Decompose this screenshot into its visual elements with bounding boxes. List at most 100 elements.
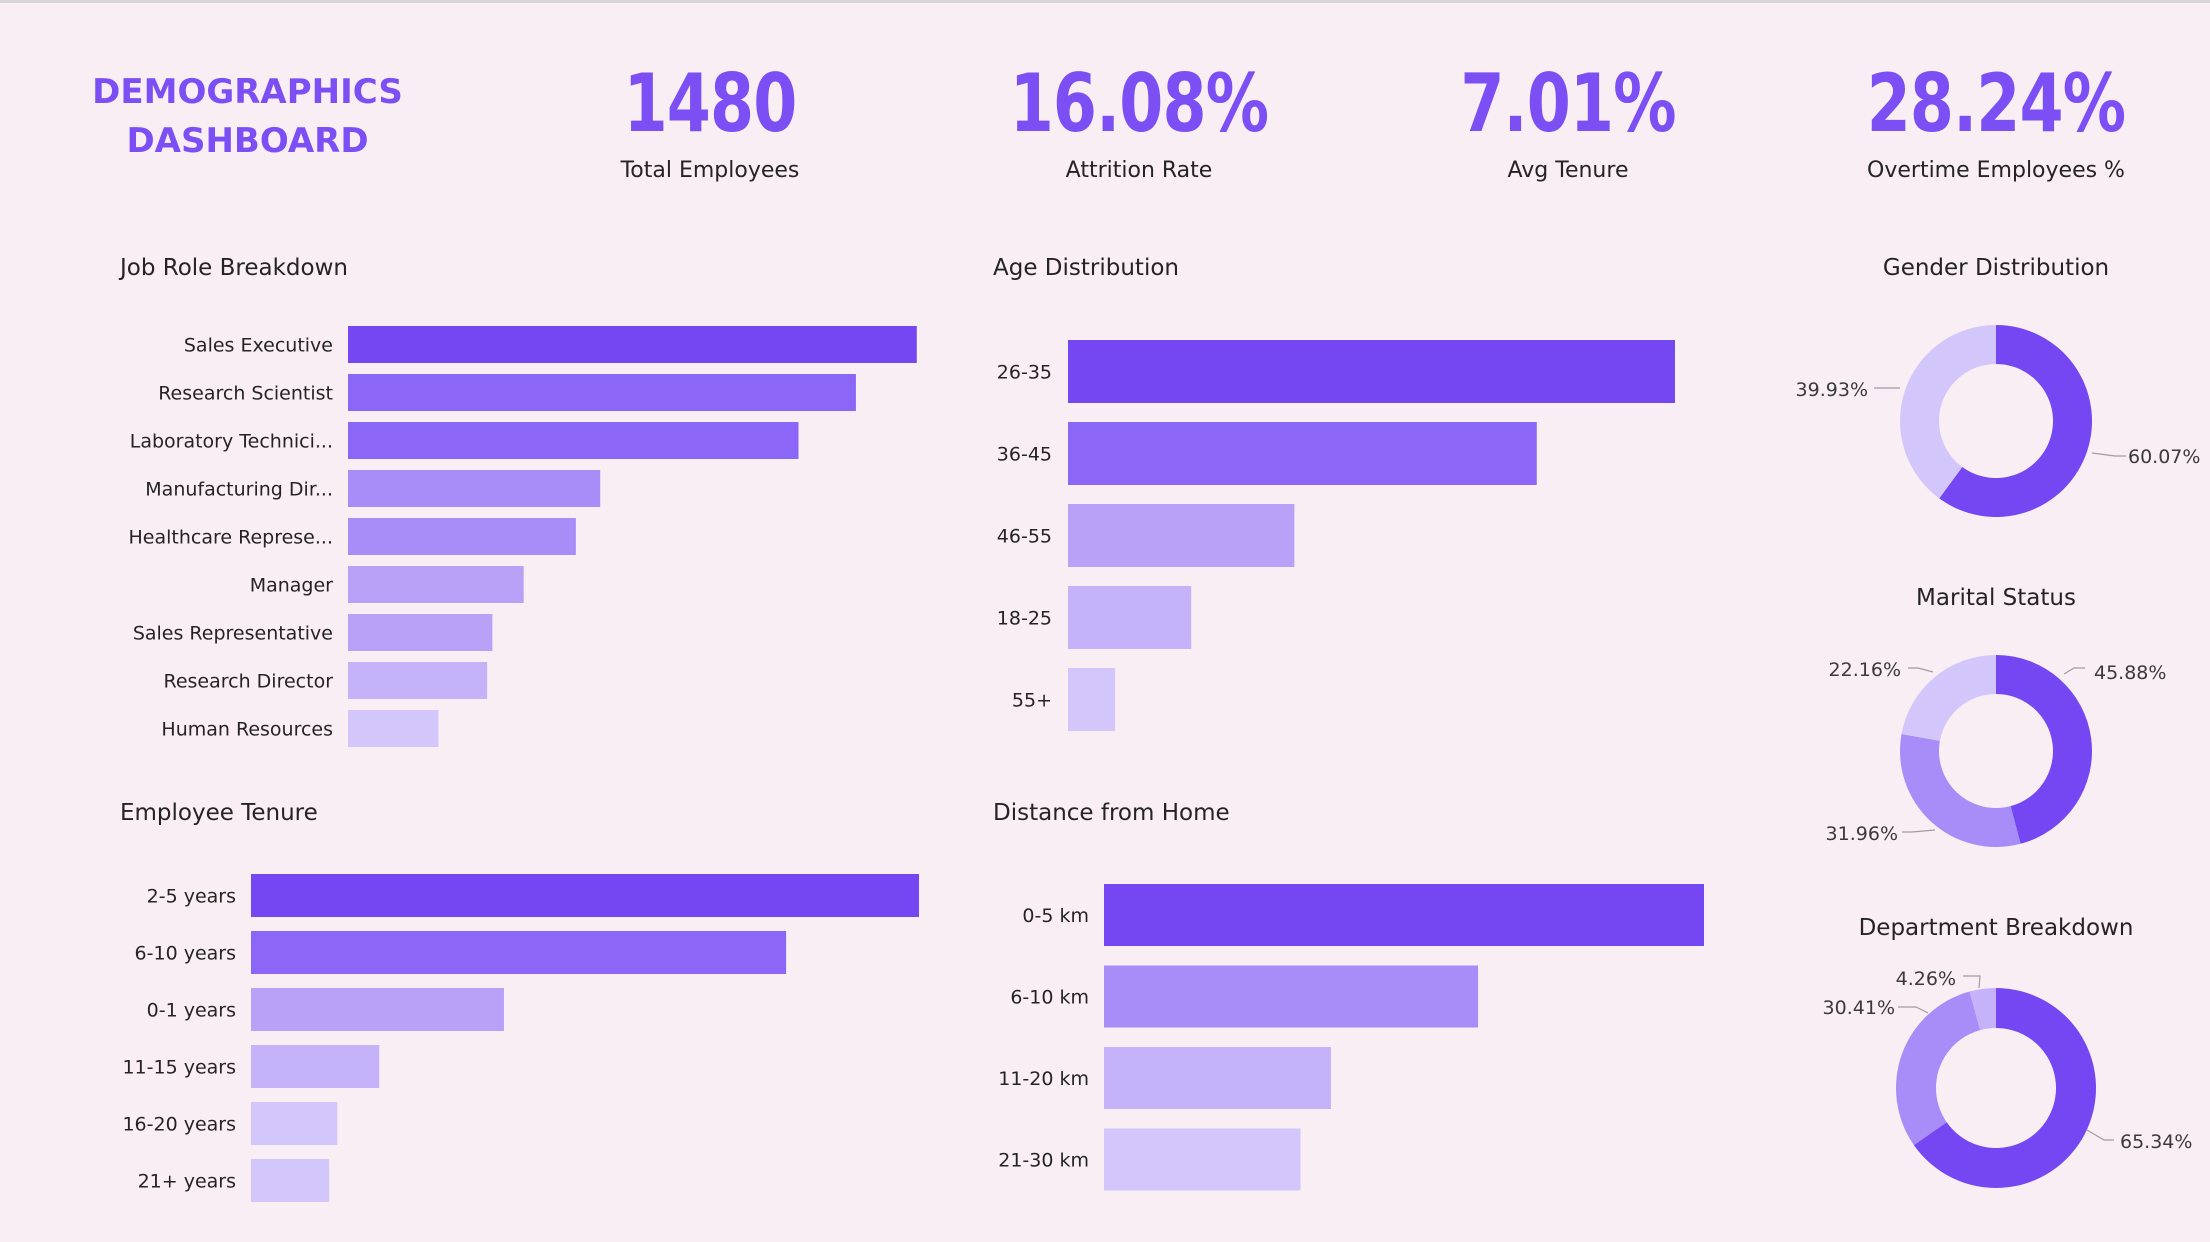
department-leader-line	[2086, 1129, 2114, 1141]
job_role-category-label: Human Resources	[161, 719, 333, 741]
age-category-label: 55+	[1012, 690, 1052, 712]
job_role-bar	[348, 422, 799, 459]
job_role-category-label: Research Director	[163, 671, 333, 693]
job_role-bar	[348, 470, 601, 507]
gender-slice-label: 60.07%	[2128, 446, 2200, 468]
marital-slice-label: 22.16%	[1829, 659, 1901, 681]
marital-leader-line	[1902, 829, 1936, 833]
marital-leader-line	[2063, 667, 2085, 675]
job_role-bar-chart: Sales Executive Research Scientist Laborat…	[129, 326, 917, 747]
age-bar	[1068, 422, 1537, 485]
job_role-bar	[348, 566, 524, 603]
tenure-category-label: 21+ years	[138, 1171, 236, 1193]
department-chart-title: Department Breakdown	[1858, 915, 2134, 941]
age-category-label: 36-45	[997, 444, 1052, 466]
marital-leader-line	[1908, 667, 1934, 673]
tenure-chart-title: Employee Tenure	[120, 800, 318, 826]
kpi-total-employees: 1480 Total Employees	[495, 48, 925, 186]
marital-slice-label: 45.88%	[2094, 662, 2166, 684]
department-leader-line	[1963, 975, 1981, 989]
tenure-bar	[251, 931, 787, 974]
age-bar	[1068, 668, 1116, 731]
kpi-attrition-rate: 16.08% Attrition Rate	[924, 48, 1354, 186]
age-bar	[1068, 340, 1675, 403]
distance-bar-chart: 0-5 km 6-10 km 11-20 km 21-30 km	[998, 884, 1704, 1191]
age-category-label: 18-25	[997, 608, 1052, 630]
kpi-overtime-employees: 28.24% Overtime Employees %	[1781, 48, 2210, 186]
tenure-category-label: 0-1 years	[147, 1000, 236, 1022]
job-role-chart-title: Job Role Breakdown	[120, 255, 348, 281]
kpi-avg-tenure: 7.01% Avg Tenure	[1353, 48, 1783, 186]
kpi-value: 1480	[623, 57, 798, 150]
job_role-bar	[348, 662, 488, 699]
department-slice	[1913, 988, 2097, 1188]
job_role-category-label: Sales Representative	[133, 623, 333, 645]
marital-slice	[1900, 733, 2021, 848]
distance-category-label: 11-20 km	[998, 1068, 1089, 1090]
distance-chart-title: Distance from Home	[993, 800, 1230, 826]
marital-donut-chart: 45.88% 31.96% 22.16%	[1826, 655, 2166, 848]
tenure-bar	[251, 1045, 380, 1088]
kpi-label: Attrition Rate	[1065, 158, 1213, 183]
dashboard-title: DEMOGRAPHICS DASHBOARD	[60, 68, 435, 166]
gender-slice	[1899, 325, 1996, 499]
kpi-value: 7.01%	[1460, 57, 1676, 150]
title-line-1: DEMOGRAPHICS	[92, 72, 403, 112]
marital-slice	[1996, 655, 2092, 844]
distance-bar	[1104, 965, 1479, 1028]
department-donut-chart: 65.34% 30.41%4.26%	[1823, 968, 2192, 1188]
job_role-category-label: Sales Executive	[184, 335, 333, 357]
gender-leader-line	[2091, 452, 2126, 457]
job_role-bar	[348, 518, 576, 555]
tenure-category-label: 11-15 years	[122, 1057, 236, 1079]
gender-slice-label: 39.93%	[1796, 379, 1868, 401]
age-category-label: 26-35	[997, 362, 1052, 384]
distance-category-label: 21-30 km	[998, 1150, 1089, 1172]
age-category-label: 46-55	[997, 526, 1052, 548]
tenure-category-label: 16-20 years	[122, 1114, 236, 1136]
marital-chart-title: Marital Status	[1916, 585, 2076, 611]
tenure-bar	[251, 874, 919, 917]
kpi-label: Avg Tenure	[1507, 158, 1629, 183]
marital-slice-label: 31.96%	[1826, 823, 1898, 845]
job_role-category-label: Healthcare Represe...	[129, 527, 334, 549]
age-bar	[1068, 504, 1295, 567]
age-chart-title: Age Distribution	[993, 255, 1179, 281]
marital-slice	[1901, 655, 1996, 741]
top-divider	[0, 0, 2210, 3]
distance-bar	[1104, 1047, 1331, 1109]
distance-category-label: 6-10 km	[1010, 987, 1089, 1009]
job_role-category-label: Manufacturing Dir...	[145, 479, 333, 501]
department-slice-label: 30.41%	[1823, 997, 1895, 1019]
department-slice-label: 4.26%	[1896, 968, 1956, 990]
job_role-category-label: Laboratory Technici...	[130, 431, 333, 453]
job_role-category-label: Research Scientist	[158, 383, 333, 405]
department-slice	[1896, 991, 1981, 1146]
kpi-label: Overtime Employees %	[1867, 158, 2125, 183]
tenure-category-label: 6-10 years	[135, 943, 236, 965]
kpi-value: 16.08%	[1009, 57, 1269, 150]
gender-donut-chart: 60.07% 39.93%	[1796, 325, 2200, 517]
tenure-bar	[251, 1102, 338, 1145]
tenure-bar-chart: 2-5 years 6-10 years 0-1 years 11-15 years 1…	[122, 874, 919, 1202]
kpi-value: 28.24%	[1866, 57, 2126, 150]
gender-slice	[1939, 325, 2092, 517]
distance-bar	[1104, 1128, 1301, 1191]
department-slice-label: 65.34%	[2120, 1131, 2192, 1153]
department-leader-line	[1898, 1006, 1929, 1014]
distance-category-label: 0-5 km	[1022, 905, 1089, 927]
department-slice	[1969, 988, 1996, 1031]
kpi-label: Total Employees	[620, 158, 800, 183]
title-line-2: DASHBOARD	[126, 121, 369, 161]
age-bar	[1068, 586, 1192, 649]
job_role-bar	[348, 374, 856, 411]
tenure-bar	[251, 1159, 330, 1202]
tenure-bar	[251, 988, 504, 1031]
tenure-category-label: 2-5 years	[147, 886, 236, 908]
job_role-category-label: Manager	[250, 575, 333, 597]
job_role-bar	[348, 614, 493, 651]
gender-chart-title: Gender Distribution	[1882, 255, 2110, 281]
job_role-bar	[348, 326, 917, 363]
distance-bar	[1104, 884, 1704, 946]
